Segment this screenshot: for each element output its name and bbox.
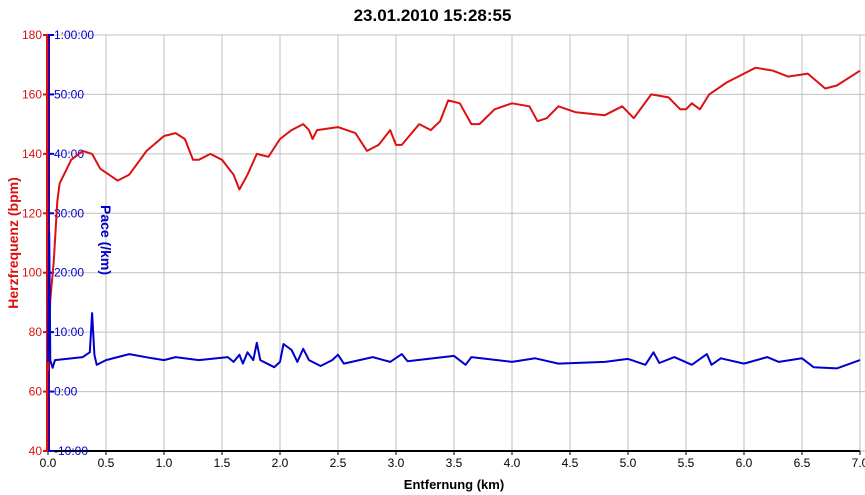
y-tick-label: 100 <box>22 266 42 280</box>
x-tick-label: 5.5 <box>678 456 695 470</box>
x-tick-label: 3.5 <box>446 456 463 470</box>
heart-rate-line <box>47 66 861 371</box>
y-tick-label: 160 <box>22 87 42 101</box>
y2-tick-label: -10:00 <box>54 444 88 458</box>
pace-line <box>47 231 861 370</box>
y-tick-label: 40 <box>29 444 43 458</box>
x-tick-label: 6.0 <box>736 456 753 470</box>
y2-tick-label: 40:00 <box>54 147 84 161</box>
x-tick-label: 6.5 <box>794 456 811 470</box>
y2-tick-label: 30:00 <box>54 206 84 220</box>
x-tick-label: 4.5 <box>562 456 579 470</box>
y2-tick-label: 1:00:00 <box>54 28 94 42</box>
y-tick-label: 80 <box>29 325 43 339</box>
x-tick-label: 7.0 <box>852 456 865 470</box>
y2-tick-label: 50:00 <box>54 87 84 101</box>
x-tick-label: 1.5 <box>214 456 231 470</box>
y2-tick-label: 20:00 <box>54 266 84 280</box>
x-tick-label: 1.0 <box>156 456 173 470</box>
y-axis-label: Herzfrequenz (bpm) <box>5 177 21 308</box>
y-tick-label: 140 <box>22 147 42 161</box>
y-tick-label: 180 <box>22 28 42 42</box>
y2-axis-label: Pace (/km) <box>98 205 114 275</box>
x-tick-label: 0.0 <box>40 456 57 470</box>
x-tick-label: 0.5 <box>98 456 115 470</box>
x-tick-label: 4.0 <box>504 456 521 470</box>
y2-tick-label: 10:00 <box>54 325 84 339</box>
x-tick-label: 3.0 <box>388 456 405 470</box>
y-tick-label: 120 <box>22 206 42 220</box>
y-tick-label: 60 <box>29 385 43 399</box>
x-tick-label: 5.0 <box>620 456 637 470</box>
x-tick-label: 2.0 <box>272 456 289 470</box>
chart-title: 23.01.2010 15:28:55 <box>353 6 512 25</box>
x-axis-label: Entfernung (km) <box>404 477 504 492</box>
x-tick-label: 2.5 <box>330 456 347 470</box>
y2-tick-label: 0:00 <box>54 385 78 399</box>
